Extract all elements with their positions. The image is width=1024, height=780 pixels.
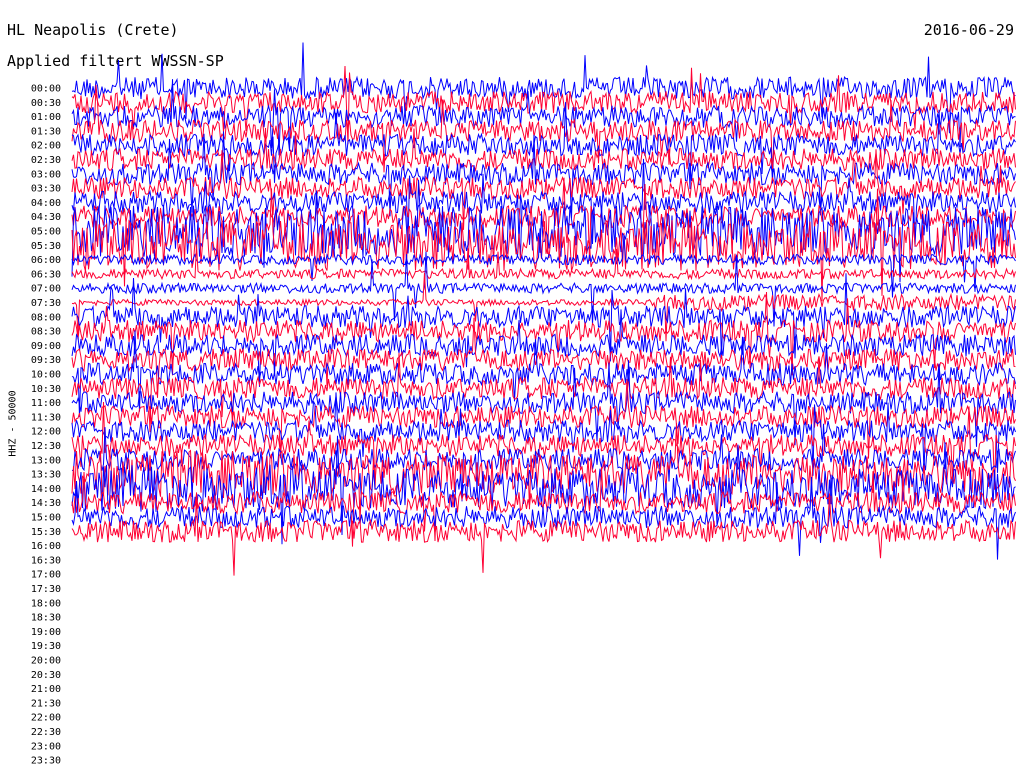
time-label: 21:30 [31,698,61,709]
time-label: 05:00 [31,227,61,238]
time-label: 02:00 [31,141,61,152]
time-label: 20:30 [31,670,61,681]
filter-label: Applied filtert WWSSN-SP [7,52,224,70]
time-label: 00:00 [31,84,61,95]
time-label: 11:00 [31,398,61,409]
time-label: 06:30 [31,269,61,280]
time-label: 07:00 [31,284,61,295]
trace-line [71,79,1016,156]
time-label: 07:30 [31,298,61,309]
time-label: 19:00 [31,627,61,638]
trace-line [71,474,1016,560]
time-label: 01:00 [31,112,61,123]
time-label: 17:30 [31,584,61,595]
time-label: 21:00 [31,684,61,695]
trace-line [71,251,1016,327]
time-label: 15:00 [31,513,61,524]
trace-line [71,244,1016,281]
trace-line [71,352,1016,433]
station-title: HL Neapolis (Crete) [7,21,179,39]
time-label: 15:30 [31,527,61,538]
trace-line [71,492,1016,576]
time-label: 03:00 [31,169,61,180]
trace-line [71,317,1016,398]
trace-line [71,127,1016,172]
time-label: 06:00 [31,255,61,266]
time-label: 08:00 [31,312,61,323]
trace-line [71,131,1016,219]
time-label: 08:30 [31,327,61,338]
time-label: 13:30 [31,470,61,481]
trace-line [71,309,1016,387]
trace-line [71,228,1016,298]
time-label: 01:30 [31,126,61,137]
time-label: 23:00 [31,741,61,752]
time-label: 03:30 [31,184,61,195]
record-date: 2016-06-29 [923,21,1014,39]
trace-line [71,423,1016,502]
trace-group [71,42,1016,576]
trace-line [71,401,1016,490]
time-label: 12:00 [31,427,61,438]
trace-line [71,330,1016,417]
trace-line [71,423,1016,522]
time-label: 22:00 [31,713,61,724]
time-label: 22:30 [31,727,61,738]
trace-line [71,272,1016,342]
time-label: 19:30 [31,641,61,652]
time-label: 09:30 [31,355,61,366]
trace-line [71,188,1016,302]
time-label: 18:30 [31,613,61,624]
time-label: 12:30 [31,441,61,452]
time-label: 10:00 [31,370,61,381]
trace-line [71,273,1016,362]
time-label: 11:30 [31,412,61,423]
time-label: 16:00 [31,541,61,552]
time-label: 10:30 [31,384,61,395]
trace-line [71,158,1016,248]
trace-line [71,65,1016,145]
trace-line [71,291,1016,376]
trace-line [71,392,1016,476]
time-label: 00:30 [31,98,61,109]
time-label: 17:00 [31,570,61,581]
time-label: 20:00 [31,656,61,667]
trace-line [71,42,1016,134]
time-axis-labels: 00:00 00:30 01:00 01:30 02:00 02:30 03:00 03:30… [31,84,61,767]
time-label: 04:30 [31,212,61,223]
time-label: 04:00 [31,198,61,209]
trace-line [71,177,1016,261]
time-label: 09:00 [31,341,61,352]
time-label: 02:30 [31,155,61,166]
time-label: 18:00 [31,598,61,609]
time-label: 23:30 [31,756,61,767]
trace-line [71,84,1016,176]
trace-line [71,360,1016,447]
trace-line [71,149,1016,230]
time-label: 13:00 [31,455,61,466]
time-label: 16:30 [31,555,61,566]
trace-line [71,102,1016,190]
time-label: 14:00 [31,484,61,495]
time-label: 05:30 [31,241,61,252]
time-label: 14:30 [31,498,61,509]
trace-line [71,467,1016,547]
